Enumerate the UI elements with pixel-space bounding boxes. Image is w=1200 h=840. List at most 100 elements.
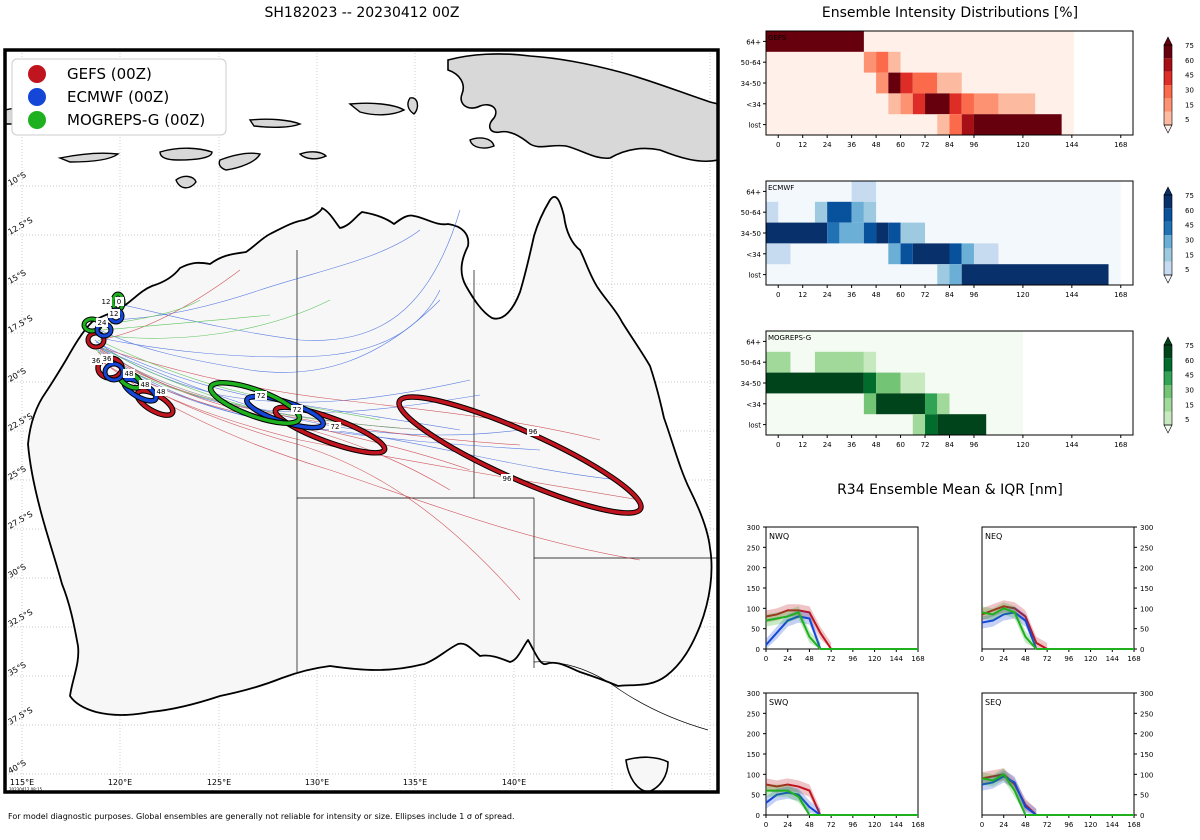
heatmap-cell	[888, 243, 901, 265]
map-lon-labels: 115°E 120°E 125°E 130°E 135°E 140°E	[10, 778, 526, 787]
colorbar-band	[1164, 235, 1172, 249]
panel-label: GEFS	[768, 34, 787, 42]
ytick-label: 0	[756, 646, 760, 654]
ytick-label: 250	[747, 544, 760, 552]
map-area: 96 96 72 72 72 48 48 48 36 36 24 12 12 0	[5, 50, 718, 792]
ellipse-label: 48	[139, 380, 151, 389]
heatmap-cell	[998, 93, 1036, 115]
ytick-label: 100	[1140, 771, 1153, 779]
ytick-label: 200	[747, 731, 760, 739]
xtick-label: 48	[872, 141, 881, 149]
iqr-band-ecmwf	[766, 610, 821, 649]
intensity-panels: GEFS 64+ 50-64 34-50 <34 lost 0 12 24 36 48 60 72 84 9…	[741, 30, 1194, 449]
map-legend: GEFS (00Z) ECMWF (00Z) MOGREPS-G (00Z)	[11, 58, 227, 136]
xtick-label: 96	[848, 655, 857, 663]
colorbar-band	[1164, 261, 1172, 275]
heatmap-cell	[973, 243, 999, 265]
iqr-band-gefs	[766, 604, 832, 649]
ytick-label: 200	[1140, 731, 1153, 739]
mean-line-mogreps-g	[981, 773, 1027, 816]
tasmania	[625, 756, 669, 792]
mean-line-mogreps-g	[981, 607, 1038, 650]
xtick-label: 24	[823, 441, 832, 449]
ytick-label: 50	[1140, 626, 1149, 634]
xtick-label: 144	[1065, 441, 1079, 449]
colorbar-tick: 5	[1185, 116, 1189, 124]
ytick-label: 150	[1140, 751, 1153, 759]
heatmap-cell	[766, 243, 791, 265]
heatmap-cell	[900, 72, 913, 94]
row-label: 50-64	[741, 209, 762, 217]
legend-marker-mogreps	[28, 111, 46, 129]
svg-text:96: 96	[529, 428, 538, 436]
heatmap-cell	[863, 51, 877, 73]
xtick-label: 60	[896, 441, 905, 449]
colorbar-band	[1164, 371, 1172, 385]
intensity-panel-gefs: GEFS 64+ 50-64 34-50 <34 lost 0 12 24 36 48 60 72 84 9…	[741, 30, 1194, 149]
heatmap-cell	[949, 264, 962, 285]
quadrant-label: SEQ	[985, 698, 1001, 707]
ytick-label: 200	[1140, 565, 1153, 573]
ellipse-label: 12	[100, 297, 112, 306]
xtick-label: 48	[872, 441, 881, 449]
heatmap-cell	[851, 181, 877, 202]
heatmap-cell	[876, 72, 889, 94]
xtick-label: 72	[827, 655, 836, 663]
ellipse-label: 12	[108, 309, 120, 318]
heatmap-cell	[949, 114, 962, 135]
colorbar-tick: 15	[1185, 251, 1194, 259]
colorbar-band	[1164, 358, 1172, 372]
heatmap-cell	[949, 243, 962, 265]
colorbar-tick: 15	[1185, 401, 1194, 409]
xtick-label: 168	[1114, 291, 1127, 299]
ellipse-label: 36	[101, 354, 113, 363]
colorbar-band	[1164, 45, 1172, 59]
colorbar-band	[1164, 98, 1172, 112]
ellipse-label: 96	[527, 427, 539, 436]
colorbar-tick: 75	[1185, 342, 1194, 350]
new-guinea	[447, 53, 718, 163]
intensity-title: Ensemble Intensity Distributions [%]	[822, 5, 1078, 21]
row-label: 64+	[746, 188, 761, 196]
ytick-label: 300	[1140, 690, 1153, 698]
state-borders	[296, 250, 718, 731]
svg-text:36: 36	[92, 357, 101, 365]
heatmap-cell	[876, 393, 926, 415]
ytick-label: 100	[1140, 605, 1153, 613]
colorbar-tick: 75	[1185, 42, 1194, 50]
heatmap-cell	[766, 201, 779, 223]
heatmap-cell	[912, 414, 926, 435]
lon-label: 130°E	[305, 778, 329, 787]
xtick-label: 0	[776, 441, 780, 449]
heatmap-cell	[961, 114, 974, 135]
colorbar-tick: 15	[1185, 101, 1194, 109]
row-label: lost	[748, 122, 761, 130]
heatmap-cell	[973, 93, 999, 115]
heatmap-cell	[937, 72, 962, 94]
heatmap-cell	[766, 31, 864, 52]
heatmap-cell	[961, 264, 1109, 285]
xtick-label: 84	[945, 291, 954, 299]
heatmap-cell	[876, 222, 889, 244]
heatmap-cell	[912, 93, 926, 115]
mean-line-ecmwf	[981, 775, 1037, 816]
legend-marker-ecmwf	[28, 88, 46, 106]
svg-text:48: 48	[125, 370, 134, 378]
xtick-label: 12	[798, 141, 807, 149]
xtick-label: 48	[1021, 821, 1030, 829]
colorbar-band	[1164, 385, 1172, 399]
xtick-label: 36	[847, 441, 856, 449]
heatmap-cell	[973, 114, 1062, 135]
xtick-label: 168	[911, 821, 924, 829]
intensity-panel-mogreps-g: MOGREPS-G 64+ 50-64 34-50 <34 lost 0 12 24 36 48 60…	[741, 330, 1194, 449]
intensity-panel-ecmwf: ECMWF 64+ 50-64 34-50 <34 lost 0 12 24 36 48 60 72 84…	[741, 180, 1194, 299]
heatmap-cell	[912, 72, 938, 94]
heatmap-cell	[900, 243, 913, 265]
ellipse-label: 36	[90, 356, 102, 365]
ytick-label: 250	[747, 710, 760, 718]
xtick-label: 12	[798, 441, 807, 449]
xtick-label: 144	[1065, 141, 1079, 149]
heatmap-cell	[888, 93, 901, 115]
iqr-band-mogreps-g	[766, 784, 810, 815]
row-label: 50-64	[741, 359, 762, 367]
